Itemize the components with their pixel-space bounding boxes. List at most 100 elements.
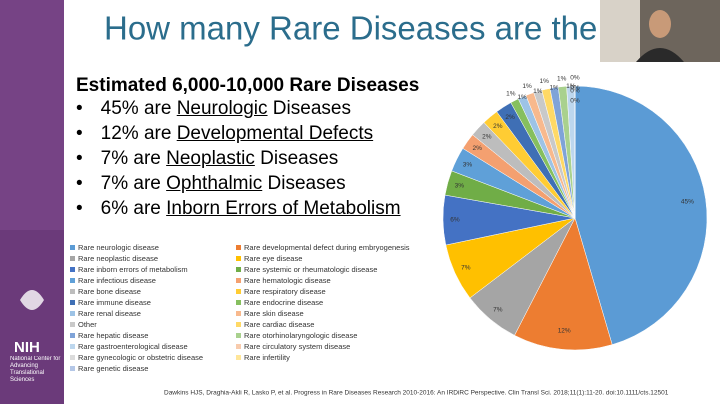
bullet-dot: • — [76, 123, 83, 144]
slice-label: 7% — [461, 265, 471, 272]
slice-label: 1% — [549, 84, 559, 91]
legend-label: Rare otorhinolaryngologic disease — [244, 331, 357, 340]
slice-label: 1% — [539, 78, 549, 85]
legend-label: Rare genetic disease — [78, 364, 148, 373]
legend-label: Rare inborn errors of metabolism — [78, 265, 188, 274]
heading: Estimated 6,000-10,000 Rare Diseases — [76, 75, 419, 96]
slice-label: 2% — [473, 145, 483, 152]
legend-label: Rare immune disease — [78, 298, 151, 307]
slice-label: 2% — [493, 123, 503, 130]
legend-label: Rare eye disease — [244, 254, 302, 263]
slice-label: 7% — [493, 307, 503, 314]
legend-label: Rare neurologic disease — [78, 243, 159, 252]
legend-swatch — [70, 366, 75, 371]
webcam — [600, 0, 720, 62]
legend-swatch — [236, 267, 241, 272]
bullet-link: Inborn Errors of Metabolism — [166, 198, 401, 219]
legend-swatch — [236, 333, 241, 338]
legend-label: Rare systemic or rheumatologic disease — [244, 265, 377, 274]
bullet-dot: • — [76, 173, 83, 194]
legend-swatch — [236, 311, 241, 316]
bullet-dot: • — [76, 148, 83, 169]
legend-label: Rare respiratory disease — [244, 287, 326, 296]
legend-swatch — [70, 355, 75, 360]
legend-label: Rare hepatic disease — [78, 331, 148, 340]
legend-label: Rare circulatory system disease — [244, 342, 350, 351]
bullet: • 12% are Developmental Defects — [76, 123, 373, 145]
legend-label: Rare renal disease — [78, 309, 141, 318]
slice-label: 0% — [570, 75, 580, 82]
webcam-wall — [600, 0, 640, 62]
bullet-link: Ophthalmic — [166, 173, 263, 194]
bullet-pre: 6% are — [100, 198, 167, 219]
slice-label: 0% — [570, 98, 580, 105]
legend-swatch — [70, 300, 75, 305]
legend-swatch — [70, 245, 75, 250]
slice-label: 1% — [506, 90, 516, 97]
logo-nih: NIH — [14, 339, 40, 356]
legend-swatch — [236, 344, 241, 349]
legend-label: Rare neoplastic disease — [78, 254, 158, 263]
legend-label: Rare infectious disease — [78, 276, 156, 285]
legend-swatch — [70, 322, 75, 327]
legend-label: Rare gastroenterological disease — [78, 342, 188, 351]
slice-label: 1% — [517, 94, 527, 101]
legend-label: Rare cardiac disease — [244, 320, 314, 329]
legend-swatch — [236, 355, 241, 360]
legend-swatch — [236, 245, 241, 250]
legend-swatch — [236, 322, 241, 327]
bullet-dot: • — [76, 98, 83, 119]
slice-label: 6% — [450, 217, 460, 224]
bullet-pre: 45% are — [100, 98, 177, 119]
slice-label: 1% — [522, 83, 532, 90]
bullet-pre: 12% are — [100, 123, 177, 144]
legend-label: Rare hematologic disease — [244, 276, 331, 285]
slide-title: How many Rare Diseases are the — [104, 10, 597, 47]
bullet: • 7% are Ophthalmic Diseases — [76, 173, 346, 195]
bullet-link: Neurologic — [176, 98, 268, 119]
slice-label: 2% — [505, 114, 515, 121]
side-band-shade — [0, 0, 64, 230]
legend-label: Rare infertility — [244, 353, 290, 362]
slice-label: 1% — [557, 75, 567, 82]
legend-swatch — [70, 311, 75, 316]
bullet-post: Diseases — [267, 98, 351, 119]
bullet-link: Developmental Defects — [176, 123, 374, 144]
bullet-pre: 7% are — [100, 148, 167, 169]
logo-text-box: National Center for Advancing Translatio… — [10, 356, 61, 383]
bullet-post: Diseases — [262, 173, 346, 194]
legend-label: Rare endocrine disease — [244, 298, 323, 307]
webcam-face — [649, 10, 671, 38]
bullet: • 6% are Inborn Errors of Metabolism — [76, 198, 401, 220]
slice-label: 3% — [463, 161, 473, 168]
pie-slice — [574, 85, 708, 345]
bullet-link: Neoplastic — [166, 148, 255, 169]
legend-swatch — [70, 344, 75, 349]
slice-label: 1% — [533, 88, 543, 95]
legend-label: Rare bone disease — [78, 287, 141, 296]
legend-swatch — [70, 333, 75, 338]
bullet: • 7% are Neoplastic Diseases — [76, 148, 338, 170]
slice-label: 3% — [455, 183, 465, 190]
bullet-pre: 7% are — [100, 173, 167, 194]
legend-swatch — [70, 256, 75, 261]
bullet-post: Diseases — [254, 148, 339, 169]
pie-slice — [514, 217, 613, 351]
slice-label: 45% — [681, 199, 694, 206]
slice-label: 1% — [566, 83, 576, 90]
legend-swatch — [70, 278, 75, 283]
legend-label: Rare gynecologic or obstetric disease — [78, 353, 203, 362]
bullet: • 45% are Neurologic Diseases — [76, 98, 351, 120]
legend-label: Rare developmental defect during embryog… — [244, 243, 410, 252]
legend-swatch — [236, 256, 241, 261]
legend-swatch — [236, 289, 241, 294]
logo-text: National Center for Advancing Translatio… — [10, 356, 61, 383]
citation: Dawkins HJS, Draghia-Akli R, Lasko P, et… — [164, 390, 669, 397]
slice-label: 12% — [558, 328, 571, 335]
webcam-body — [636, 48, 684, 62]
bullet-dot: • — [76, 198, 83, 219]
slice-label: 2% — [482, 133, 492, 140]
legend-label: Other — [78, 320, 97, 329]
